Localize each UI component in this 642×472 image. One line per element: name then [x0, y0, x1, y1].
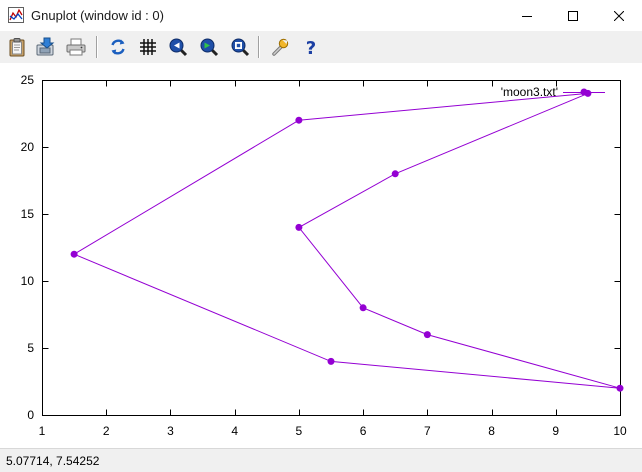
plot-border [42, 80, 621, 416]
save-button[interactable] [34, 35, 58, 59]
y-tick-label: 0 [27, 408, 34, 422]
replot-button[interactable] [106, 35, 130, 59]
data-point [423, 331, 431, 339]
grid-button[interactable] [136, 35, 160, 59]
copy-to-clipboard-button[interactable] [5, 35, 29, 59]
close-icon [614, 10, 624, 21]
x-tick-label: 1 [39, 424, 46, 438]
legend-label: 'moon3.txt' [501, 85, 558, 99]
data-point [295, 223, 303, 231]
x-tick-label: 9 [552, 424, 559, 438]
y-tick-label: 10 [21, 274, 35, 288]
status-bar: 5.07714, 7.54252 [0, 448, 642, 472]
help-button[interactable]: ? [299, 35, 323, 59]
tick-labels: 1 2 3 4 5 6 7 8 9 10 0 5 10 15 20 25 [21, 73, 627, 438]
plot-canvas[interactable]: 1 2 3 4 5 6 7 8 9 10 0 5 10 15 20 25 'moon3.txt' [0, 63, 642, 448]
axis-ticks [42, 80, 621, 416]
next-zoom-button[interactable] [197, 35, 221, 59]
x-tick-label: 5 [296, 424, 303, 438]
data-point [359, 304, 367, 312]
plot-area[interactable]: 1 2 3 4 5 6 7 8 9 10 0 5 10 15 20 25 'moon3.txt' [0, 63, 642, 448]
legend: 'moon3.txt' [501, 85, 605, 99]
data-point [70, 250, 78, 258]
window-title: Gnuplot (window id : 0) [31, 8, 164, 23]
zoom-forward-icon [200, 38, 219, 57]
mouse-coordinates: 5.07714, 7.54252 [6, 454, 100, 468]
options-button[interactable] [268, 35, 292, 59]
printer-icon [66, 38, 86, 56]
grid-icon [140, 39, 156, 55]
clipboard-icon [9, 38, 25, 57]
zoom-back-icon [169, 38, 188, 57]
save-icon [36, 37, 55, 56]
toolbar: ? [0, 31, 642, 63]
gnuplot-app-icon [8, 7, 24, 23]
x-tick-label: 8 [488, 424, 495, 438]
toolbar-separator [258, 36, 259, 58]
wrench-icon [272, 38, 289, 56]
legend-sample-point [580, 88, 588, 96]
series-points [70, 89, 624, 392]
zoom-fit-icon [231, 38, 250, 57]
y-tick-label: 20 [21, 140, 35, 154]
previous-zoom-button[interactable] [166, 35, 190, 59]
print-button[interactable] [64, 35, 88, 59]
y-tick-label: 15 [21, 207, 35, 221]
minimize-icon [522, 15, 532, 17]
x-tick-label: 7 [424, 424, 431, 438]
autoscale-button[interactable] [228, 35, 252, 59]
series-line [72, 92, 621, 389]
close-button[interactable] [596, 0, 642, 31]
x-tick-label: 2 [103, 424, 110, 438]
y-tick-label: 25 [21, 73, 35, 87]
data-point [616, 384, 624, 392]
title-bar[interactable]: Gnuplot (window id : 0) [0, 0, 642, 31]
help-icon: ? [306, 38, 316, 57]
x-tick-label: 6 [360, 424, 367, 438]
data-point [295, 116, 303, 124]
refresh-icon [111, 39, 125, 55]
minimize-button[interactable] [504, 0, 550, 31]
x-tick-label: 3 [167, 424, 174, 438]
data-point [391, 170, 399, 178]
maximize-icon [568, 10, 578, 21]
data-point [327, 357, 335, 365]
x-tick-label: 4 [231, 424, 238, 438]
x-tick-label: 10 [613, 424, 627, 438]
svg-text:?: ? [306, 38, 316, 57]
toolbar-separator [96, 36, 97, 58]
y-tick-label: 5 [27, 341, 34, 355]
maximize-button[interactable] [550, 0, 596, 31]
